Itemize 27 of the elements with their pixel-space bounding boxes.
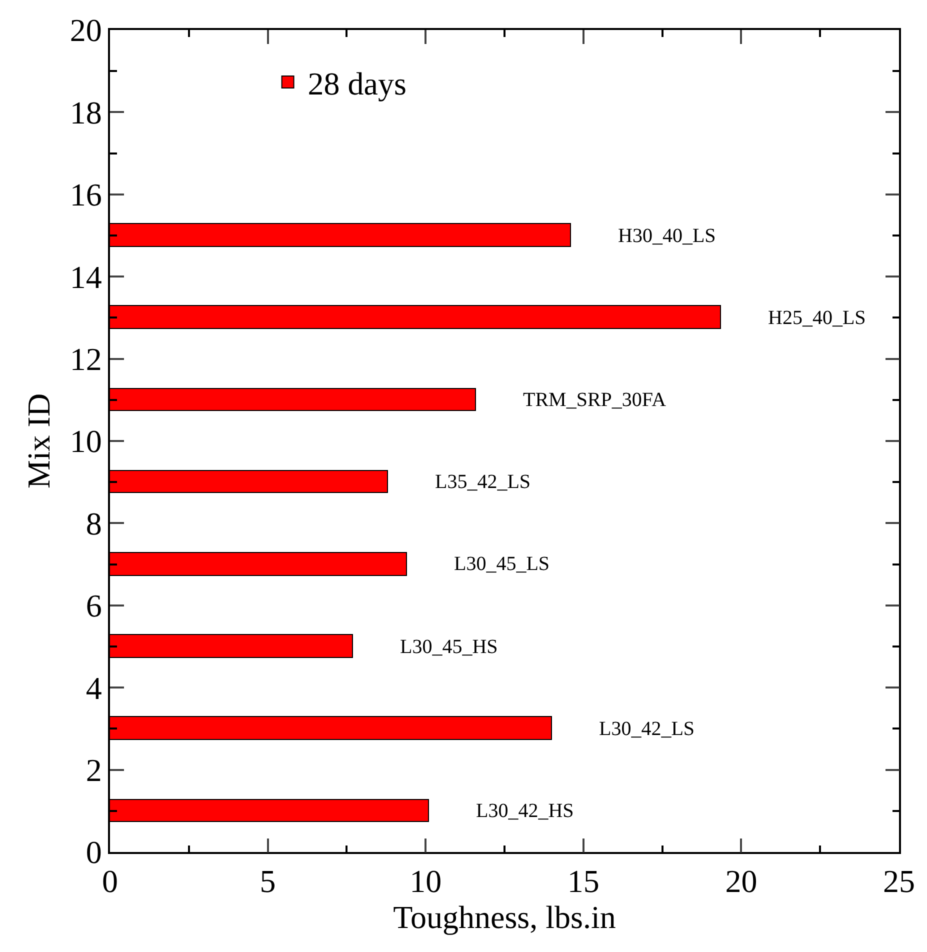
- y-tick-label: 14: [70, 258, 102, 295]
- y-tick-label: 0: [86, 834, 102, 870]
- x-tick-label: 5: [260, 863, 276, 900]
- y-tick-label: 8: [86, 505, 102, 542]
- y-tick-label: 6: [86, 588, 102, 624]
- annotation: H25_40_LS: [768, 307, 866, 329]
- y-tick-label: 12: [70, 341, 102, 377]
- y-tick-label: 20: [70, 12, 102, 48]
- annotation: TRM_SRP_30FA: [523, 389, 667, 411]
- annotation: L35_42_LS: [435, 471, 531, 493]
- annotation: L30_45_HS: [400, 636, 498, 658]
- annotation: L30_42_HS: [476, 800, 574, 822]
- y-tick-label: 2: [86, 752, 102, 788]
- x-tick-label: 25: [883, 863, 915, 900]
- y-tick-label: 4: [86, 670, 102, 706]
- x-tick-label: 20: [725, 863, 758, 900]
- annotation: L30_45_LS: [454, 553, 550, 575]
- x-axis-title: Toughness, lbs.in: [393, 899, 616, 936]
- y-tick-label: 16: [70, 176, 102, 213]
- annotation: L30_42_LS: [599, 718, 695, 740]
- y-axis-title: Mix ID: [20, 393, 57, 489]
- x-tick-label: 15: [567, 863, 600, 900]
- y-tick-label: 18: [70, 94, 102, 130]
- x-tick-label: 10: [410, 863, 442, 900]
- annotation: H30_40_LS: [618, 225, 716, 247]
- y-tick-label: 10: [70, 423, 102, 460]
- legend-label: 28 days: [308, 65, 406, 102]
